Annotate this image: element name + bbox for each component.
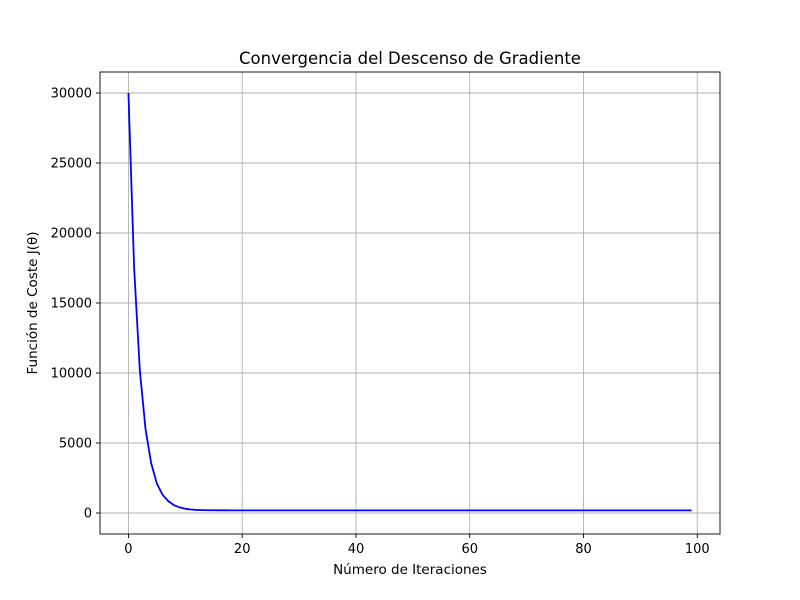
chart-title: Convergencia del Descenso de Gradiente — [239, 49, 581, 68]
y-tick-label: 30000 — [51, 87, 92, 102]
x-axis-label: Número de Iteraciones — [333, 562, 487, 578]
x-tick-label: 80 — [575, 542, 592, 557]
cost-series-line — [127, 92, 692, 512]
y-tick-label: 10000 — [51, 367, 92, 382]
x-tick-label: 60 — [461, 542, 478, 557]
y-tick-label: 20000 — [51, 227, 92, 242]
x-tick-label: 20 — [234, 542, 251, 557]
x-tick-label: 100 — [685, 542, 710, 557]
y-tick-label: 15000 — [51, 297, 92, 312]
grid — [100, 72, 720, 534]
x-tick-label: 0 — [124, 542, 132, 557]
y-axis-label: Función de Coste J(θ) — [25, 232, 41, 375]
series-layer — [127, 92, 692, 512]
y-tick-label: 0 — [84, 507, 92, 522]
ticks: 0 20 40 60 80 100 0 5000 10000 15000 20000 25000 300… — [51, 87, 710, 558]
y-tick-label: 25000 — [51, 157, 92, 172]
y-tick-label: 5000 — [59, 437, 92, 452]
x-tick-label: 40 — [348, 542, 365, 557]
